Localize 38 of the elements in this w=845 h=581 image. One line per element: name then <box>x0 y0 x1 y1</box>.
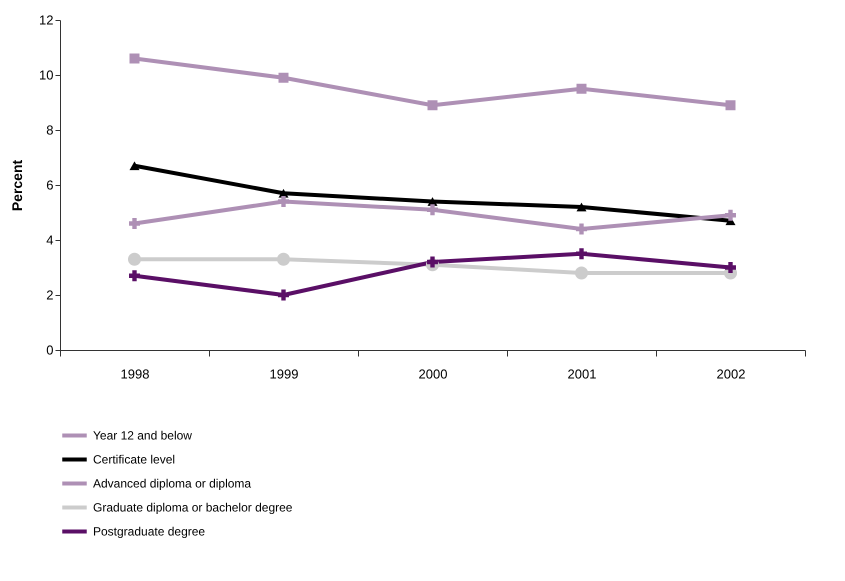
legend-label: Graduate diploma or bachelor degree <box>93 500 293 514</box>
point <box>427 204 438 216</box>
x-tick-label: 2002 <box>716 366 746 382</box>
point <box>428 100 438 110</box>
point <box>576 202 586 212</box>
point <box>276 252 290 266</box>
x-tick-label: 2000 <box>418 366 448 382</box>
point <box>278 196 289 207</box>
y-tick-label: 2 <box>46 288 54 302</box>
y-tick-label: 0 <box>46 342 54 358</box>
y-tick-label: 8 <box>46 122 54 138</box>
legend-label: Year 12 and below <box>93 428 192 442</box>
point <box>130 161 140 170</box>
y-tick-label: 6 <box>46 178 54 192</box>
point <box>129 218 140 229</box>
point <box>129 270 140 282</box>
y-tick-label: 12 <box>39 12 54 28</box>
y-axis-title: Percent <box>9 159 26 212</box>
point <box>278 290 289 300</box>
point <box>130 54 140 64</box>
legend-label: Advanced diploma or diploma <box>93 476 252 490</box>
point <box>725 262 736 273</box>
legend-label: Certificate level <box>93 452 176 466</box>
point <box>726 100 736 110</box>
y-tick-label: 4 <box>46 232 54 248</box>
point <box>725 210 736 221</box>
point <box>278 72 288 83</box>
x-tick-label: 2001 <box>568 366 596 382</box>
x-tick-label: 1998 <box>120 366 150 382</box>
point <box>574 266 588 280</box>
point <box>128 252 142 266</box>
point <box>427 256 438 268</box>
y-tick-label: 10 <box>39 68 54 82</box>
point <box>576 224 587 234</box>
x-tick-label: 1999 <box>270 366 298 382</box>
legend-label: Postgraduate degree <box>93 524 206 538</box>
point <box>576 248 587 260</box>
point <box>576 84 586 94</box>
